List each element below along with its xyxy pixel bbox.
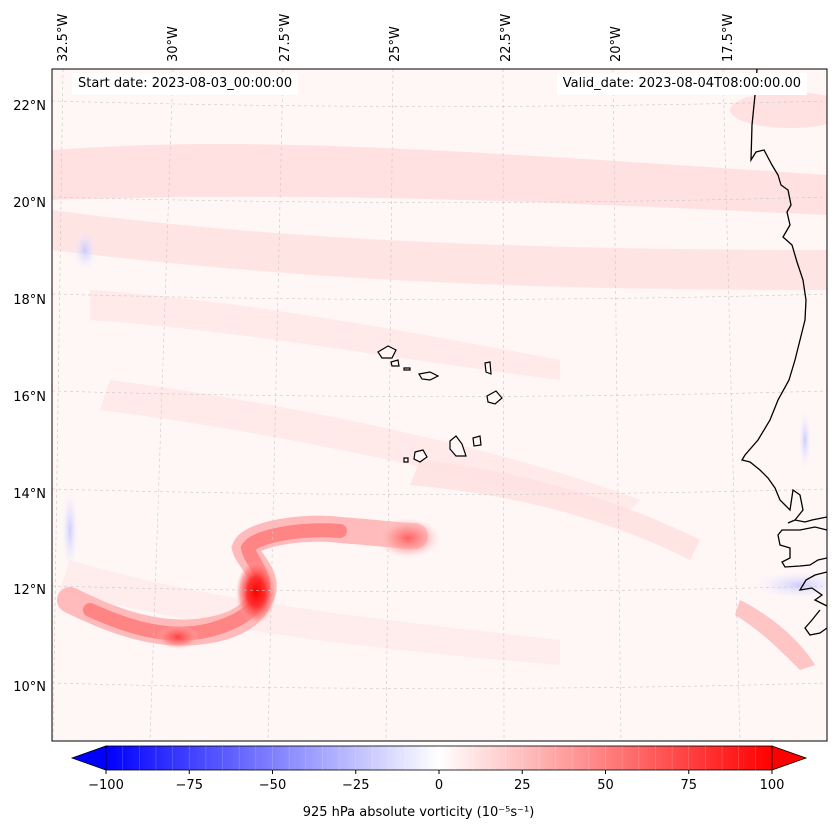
start-date-value: 2023-08-03_00:00:00 xyxy=(151,76,293,91)
lon-label: 30°W xyxy=(166,26,181,62)
lon-label: 27.5°W xyxy=(278,14,293,62)
colorbar-tick-label: −50 xyxy=(259,778,286,793)
vorticity-field xyxy=(52,69,827,741)
graticule xyxy=(52,69,827,741)
neg-vort-patch xyxy=(62,490,78,570)
lat-label: 10°N xyxy=(13,680,46,695)
colorbar-tick-label: 100 xyxy=(760,778,785,793)
lon-label: 17.5°W xyxy=(721,14,736,62)
vort-band xyxy=(52,210,827,290)
lat-label: 12°N xyxy=(13,583,46,598)
colorbar-tick-label: −100 xyxy=(88,778,124,793)
colorbar-extend-max xyxy=(771,745,808,771)
colorbar-tick-label: 0 xyxy=(435,778,443,793)
lat-label: 22°N xyxy=(13,99,46,114)
lon-labels: 32.5°W 30°W 27.5°W 25°W 22.5°W 20°W 17.5… xyxy=(56,14,736,62)
start-date-label: Start date: 2023-08-03_00:00:00 xyxy=(72,73,299,95)
cabo-verde-islands xyxy=(377,345,503,463)
valid-date-label: Valid_date: 2023-08-04T08:00:00.00 xyxy=(556,73,807,95)
vort-band xyxy=(410,460,700,560)
lon-label: 20°W xyxy=(609,26,624,62)
vort-band xyxy=(90,290,560,380)
colorbar-tick-label: 75 xyxy=(680,778,697,793)
vortex-center xyxy=(156,625,200,649)
vort-band xyxy=(735,600,815,670)
neg-vort-patch xyxy=(799,410,811,470)
lon-label: 22.5°W xyxy=(499,14,514,62)
colorbar-ticks: −100 −75 −50 −25 0 25 50 75 100 xyxy=(88,746,784,793)
neg-vort-patch xyxy=(73,230,97,270)
valid-date-value: 2023-08-04T08:00:00.00 xyxy=(638,76,801,91)
vort-band xyxy=(52,144,827,215)
africa-coastline xyxy=(740,69,827,636)
lat-label: 18°N xyxy=(13,293,46,308)
colorbar-tick-label: −75 xyxy=(176,778,203,793)
lat-label: 14°N xyxy=(13,487,46,502)
start-date-prefix: Start date: xyxy=(78,76,148,91)
colorbar-tick-label: −25 xyxy=(342,778,369,793)
lon-label: 25°W xyxy=(388,26,403,62)
lat-label: 16°N xyxy=(13,390,46,405)
colorbar-tick-label: 25 xyxy=(514,778,531,793)
vort-band xyxy=(60,560,560,665)
lat-label: 20°N xyxy=(13,196,46,211)
colorbar-tick-label: 50 xyxy=(597,778,614,793)
colorbar-extend-min xyxy=(70,745,107,771)
colorbar: −100 −75 −50 −25 0 25 50 75 100 xyxy=(70,745,808,793)
colorbar-body xyxy=(105,745,773,771)
vortex-center xyxy=(236,560,276,624)
vortex-center xyxy=(376,518,440,558)
lon-label: 32.5°W xyxy=(56,14,71,62)
valid-date-prefix: Valid_date: xyxy=(562,76,635,91)
colorbar-label: 925 hPa absolute vorticity (10⁻⁵s⁻¹) xyxy=(302,805,535,820)
lat-labels: 22°N 20°N 18°N 16°N 14°N 12°N 10°N xyxy=(13,99,46,695)
